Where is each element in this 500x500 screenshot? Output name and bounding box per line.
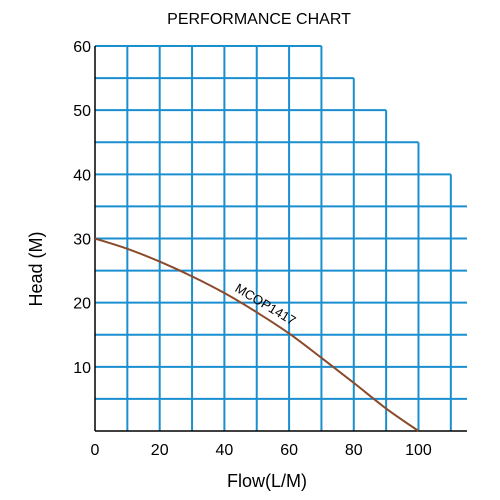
grid	[95, 45, 467, 431]
y-axis-label: Head (M)	[26, 231, 46, 306]
x-tick-label: 60	[280, 442, 298, 459]
y-tick-label: 40	[73, 167, 91, 184]
x-tick-label: 80	[345, 442, 363, 459]
x-axis-label: Flow(L/M)	[227, 471, 307, 491]
x-tick-label: 40	[215, 442, 233, 459]
y-tick-label: 60	[73, 39, 91, 56]
tick-labels: 0 20 40 60 80 100 10 20 30 40 50 60	[73, 39, 432, 459]
y-tick-label: 30	[73, 232, 91, 249]
y-tick-label: 50	[73, 103, 91, 120]
y-tick-label: 20	[73, 296, 91, 313]
chart-title: PERFORMANCE CHART	[167, 11, 351, 28]
x-tick-label: 0	[91, 442, 100, 459]
x-tick-label: 100	[405, 442, 432, 459]
x-tick-label: 20	[151, 442, 169, 459]
series-line	[94, 237, 420, 432]
y-tick-label: 10	[73, 360, 91, 377]
